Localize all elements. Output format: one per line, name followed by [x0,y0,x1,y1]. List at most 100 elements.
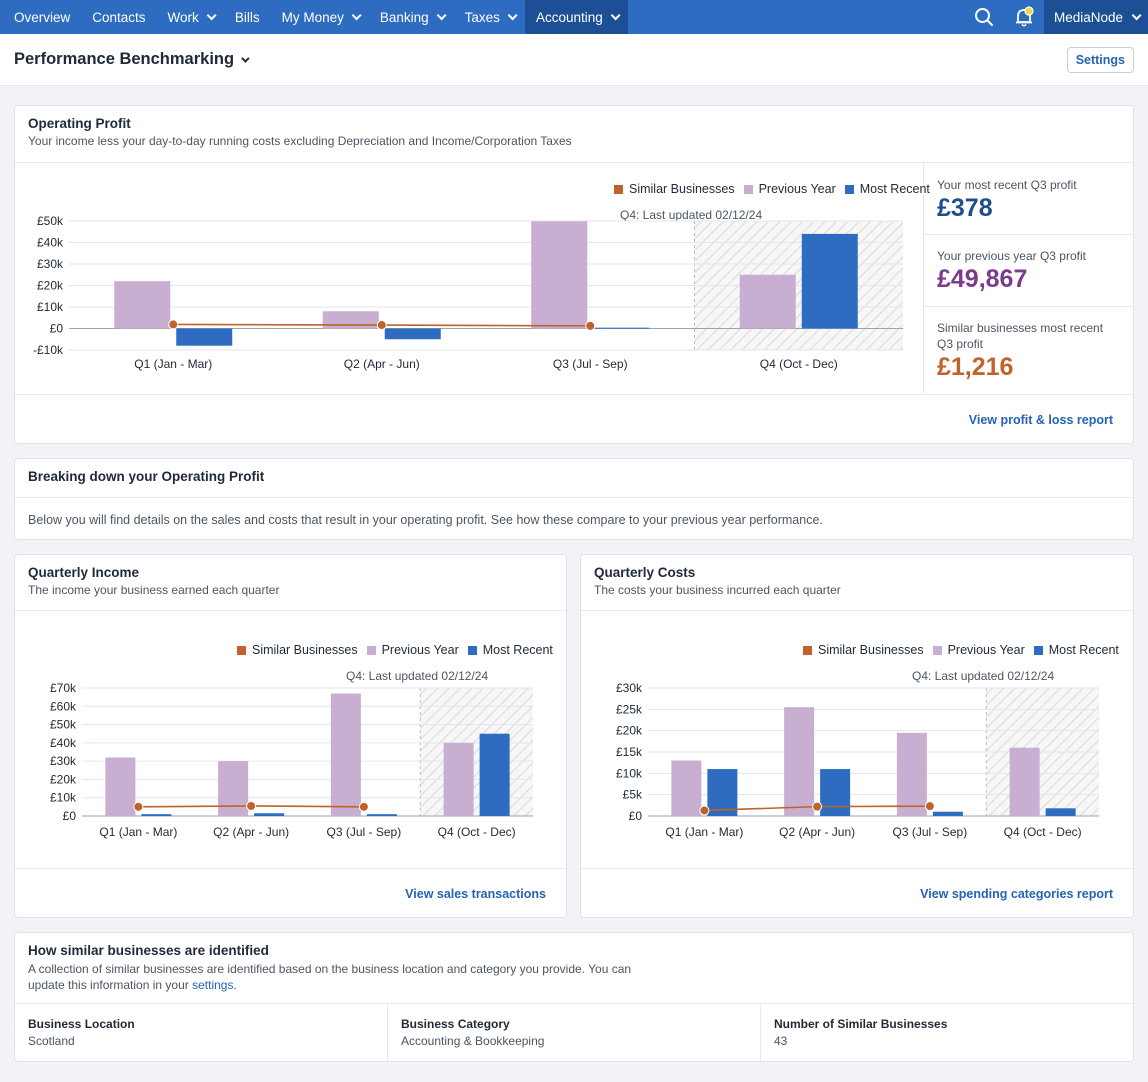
nav-item-label: Overview [14,9,71,25]
x-tick-label: Q3 (Jul - Sep) [327,825,402,839]
costs-chart: £0 £5k £10k £15k £20k £25k £30k Q1 (Jan - Mar) Q… [616,681,1099,839]
bar-previous-year [443,742,474,816]
legend-swatch-similar [803,645,812,655]
notification-bell-icon[interactable] [1004,0,1044,34]
bar-previous-year [739,274,796,329]
y-tick-label: £20k [37,279,64,293]
y-tick-label: £0 [629,809,643,823]
y-tick-label: £10k [50,791,77,805]
similar-count-label: Number of Similar Businesses [774,1017,948,1031]
bar-most-recent [707,769,738,816]
y-tick-label: £20k [50,772,77,786]
bar-previous-year [105,757,136,816]
bar-previous-year [114,281,171,329]
business-category: Business Category Accounting & Bookkeepi… [388,1004,761,1061]
x-tick-label: Q1 (Jan - Mar) [134,357,212,371]
legend-swatch-recent [844,184,854,194]
operating-profit-title: Operating Profit [28,116,131,131]
nav-item-bills[interactable]: Bills [224,0,271,34]
income-title: Quarterly Income [28,565,140,580]
legend-previous: Previous Year [381,643,459,657]
legend-swatch-previous [366,645,376,655]
search-icon[interactable] [964,0,1004,34]
legend-swatch-previous [932,645,942,655]
x-tick-label: Q2 (Apr - Jun) [344,357,420,371]
y-tick-label: £50k [37,216,64,228]
x-tick-label: Q2 (Apr - Jun) [779,825,855,839]
nav-item-label: Bills [234,9,260,25]
nav-item-work[interactable]: Work [157,0,224,34]
nav-item-overview[interactable]: Overview [0,0,81,34]
y-tick-label: £30k [37,257,64,271]
operating-profit-header: Operating Profit Your income less your d… [15,106,1133,163]
bar-previous-year [330,693,361,816]
nav-menu: Overview Contacts Work Bills My Money Banking… [0,0,628,34]
bar-most-recent [820,769,851,816]
user-name: MediaNode [1053,9,1123,25]
bar-most-recent [479,733,510,816]
breakdown-header: Breaking down your Operating Profit [15,459,1133,498]
quarterly-income-card: Quarterly Income The income your busines… [14,554,567,918]
divider [581,868,1133,869]
view-profit-loss-link[interactable]: View profit & loss report [968,413,1113,427]
stat-recent-value: £378 [937,194,993,222]
nav-item-label: Banking [379,9,429,25]
nav-item-contacts[interactable]: Contacts [81,0,156,34]
stat-similar-label: Similar businesses most recent Q3 profit [937,321,1104,351]
similar-text: A collection of similar businesses are i… [28,962,632,992]
legend-previous: Previous Year [758,182,836,196]
income-subtitle: The income your business earned each qua… [28,583,280,597]
x-tick-label: Q1 (Jan - Mar) [665,825,743,839]
bar-most-recent [593,327,650,329]
similar-fields: Business Location Scotland Business Cate… [15,1004,1133,1061]
stat-previous-value: £49,867 [937,265,1028,293]
stat-previous: Your previous year Q3 profit £49,867 [924,248,1134,294]
x-tick-label: Q2 (Apr - Jun) [213,825,289,839]
settings-link[interactable]: settings [192,978,234,992]
bar-previous-year [784,707,815,816]
nav-item-banking[interactable]: Banking [369,0,454,34]
view-sales-link[interactable]: View sales transactions [405,887,546,901]
settings-button[interactable]: Settings [1066,46,1134,73]
similar-businesses-point [246,800,257,811]
chevron-down-icon [351,9,362,20]
bar-most-recent [932,811,963,816]
breakdown-card: Breaking down your Operating Profit Belo… [14,458,1134,540]
chevron-down-icon [507,9,518,20]
y-tick-label: £25k [616,702,643,716]
bar-previous-year [218,761,249,816]
user-menu[interactable]: MediaNode [1043,0,1148,34]
legend-similar: Similar Businesses [818,643,924,657]
divider [15,868,566,869]
y-tick-label: £10k [616,766,643,780]
nav-item-label: Taxes [464,9,500,25]
x-tick-label: Q3 (Jul - Sep) [893,825,968,839]
legend-swatch-similar [237,645,246,655]
x-tick-label: Q1 (Jan - Mar) [99,825,177,839]
view-spending-link[interactable]: View spending categories report [920,887,1113,901]
chevron-down-icon [206,9,217,20]
stat-similar: Similar businesses most recent Q3 profit… [924,320,1134,382]
bar-most-recent [141,814,172,816]
y-tick-label: £15k [616,745,643,759]
bar-most-recent [366,814,397,816]
nav-item-taxes[interactable]: Taxes [454,0,525,34]
period: . [233,978,237,992]
operating-profit-subtitle: Your income less your day-to-day running… [28,134,572,148]
costs-title: Quarterly Costs [594,565,696,580]
forecast-shaded-region [420,688,533,816]
income-legend: Similar Businesses Previous Year Most Re… [228,643,553,657]
income-chart: £0 £10k £20k £30k £40k £50k £60k £70k Q1 (Jan - … [50,681,533,839]
operating-profit-card: Operating Profit Your income less your d… [14,105,1134,444]
similar-businesses-card: How similar businesses are identified A … [14,932,1134,1062]
similar-businesses-point [168,319,179,330]
nav-item-accounting[interactable]: Accounting [524,0,628,34]
y-tick-label: £0 [50,322,64,336]
page-title-dropdown[interactable]: Performance Benchmarking [14,50,250,69]
divider [923,163,924,394]
nav-item-my-money[interactable]: My Money [271,0,369,34]
business-location: Business Location Scotland [15,1004,388,1061]
costs-header: Quarterly Costs The costs your business … [581,555,1133,611]
legend-recent: Most Recent [482,643,553,657]
similar-businesses-point [358,801,369,812]
